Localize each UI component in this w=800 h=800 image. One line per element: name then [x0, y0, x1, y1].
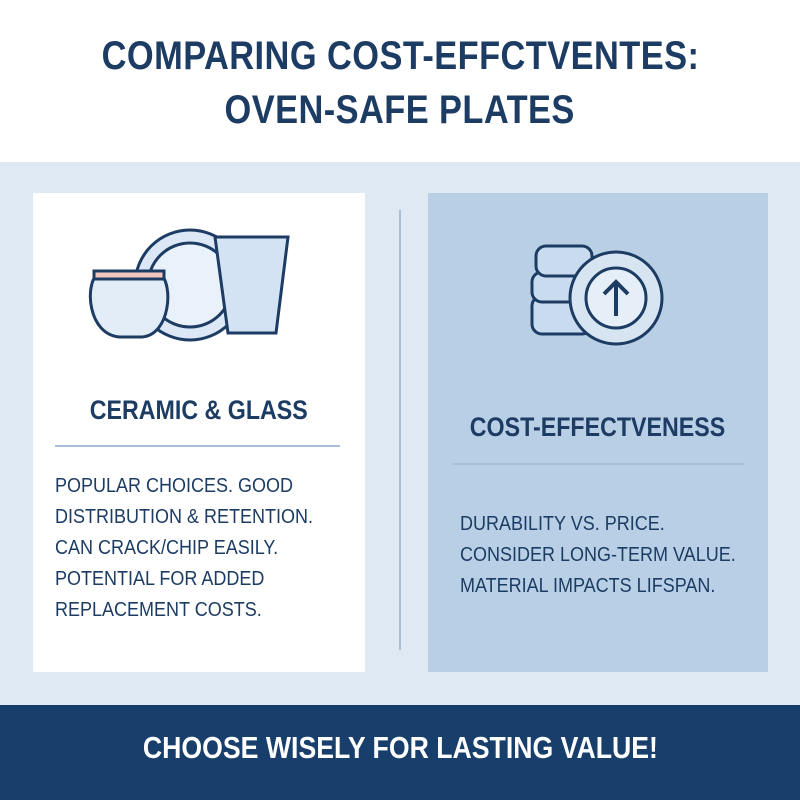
- body-line: REPLACEMENT COSTS.: [55, 599, 262, 621]
- body-line: DURABILITY VS. PRICE.: [460, 513, 665, 535]
- title-line: COMPARING COST-EFFCTVENTES:: [0, 34, 800, 79]
- panel-title-text: CERAMIC & GLASS: [89, 395, 309, 425]
- body-line: POPULAR CHOICES. GOOD: [55, 475, 294, 497]
- panel-title-text: COST-EFFECTVENESS: [470, 412, 726, 442]
- body-line: MATERIAL IMPACTS LIFSPAN.: [460, 575, 716, 597]
- dishes-icon: [88, 228, 290, 342]
- rule: [55, 445, 340, 447]
- body-line: CAN CRACK/CHIP EASILY.: [55, 537, 279, 559]
- title-line: OVEN-SAFE PLATES: [0, 88, 800, 133]
- body-line: CONSIDER LONG-TERM VALUE.: [460, 544, 736, 566]
- title-text: OVEN-SAFE PLATES: [224, 88, 576, 132]
- divider: [399, 210, 401, 650]
- footer-line: CHOOSE WISELY FOR LASTING VALUE!: [0, 730, 800, 766]
- panel-title: COST-EFFECTVENESS: [428, 412, 768, 443]
- rule: [452, 463, 744, 465]
- title-text: COMPARING COST-EFFCTVENTES:: [101, 34, 699, 78]
- footer: [0, 705, 800, 800]
- footer-text: CHOOSE WISELY FOR LASTING VALUE!: [142, 730, 658, 765]
- body-line: POTENTIAL FOR ADDED: [55, 568, 265, 590]
- coins-icon: [530, 244, 664, 346]
- panel-title: CERAMIC & GLASS: [33, 395, 365, 426]
- body-line: DISTRIBUTION & RETENTION.: [55, 506, 314, 528]
